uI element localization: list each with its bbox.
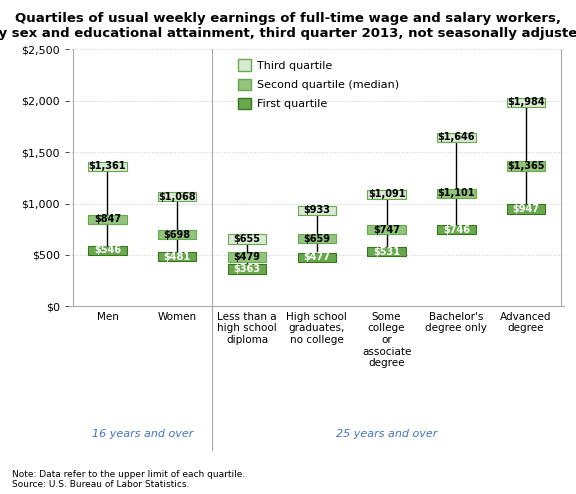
Bar — [298, 252, 336, 262]
Text: $747: $747 — [373, 225, 400, 235]
Text: $1,068: $1,068 — [158, 192, 196, 202]
Bar — [158, 192, 196, 201]
Text: $847: $847 — [94, 214, 121, 224]
Text: 16 years and over: 16 years and over — [92, 429, 193, 439]
Text: $947: $947 — [513, 204, 540, 214]
Bar — [507, 98, 545, 107]
Bar — [228, 252, 266, 262]
Text: $363: $363 — [233, 264, 260, 274]
Text: Note: Data refer to the upper limit of each quartile.
Source: U.S. Bureau of Lab: Note: Data refer to the upper limit of e… — [12, 470, 245, 489]
Text: $1,365: $1,365 — [507, 161, 545, 171]
Text: $481: $481 — [164, 252, 191, 262]
Bar — [298, 206, 336, 215]
Bar — [158, 230, 196, 239]
Text: $1,984: $1,984 — [507, 97, 545, 107]
Text: $531: $531 — [373, 247, 400, 257]
Text: $479: $479 — [233, 252, 260, 262]
Text: $477: $477 — [304, 252, 330, 262]
Text: $746: $746 — [443, 225, 470, 235]
Bar — [507, 205, 545, 213]
Bar — [367, 247, 406, 256]
Bar — [88, 214, 127, 224]
Bar — [367, 190, 406, 199]
Text: 25 years and over: 25 years and over — [336, 429, 437, 439]
Bar — [367, 225, 406, 234]
Text: $933: $933 — [304, 206, 330, 215]
Bar — [437, 132, 476, 142]
Bar — [158, 252, 196, 261]
Bar — [88, 246, 127, 255]
Text: $1,101: $1,101 — [438, 188, 475, 198]
Bar — [437, 225, 476, 234]
Text: $1,091: $1,091 — [368, 189, 406, 199]
Bar — [298, 234, 336, 243]
Legend: Third quartile, Second quartile (median), First quartile: Third quartile, Second quartile (median)… — [233, 55, 403, 114]
Bar — [88, 162, 127, 171]
Text: $698: $698 — [164, 230, 191, 240]
Bar — [507, 162, 545, 170]
Text: $1,646: $1,646 — [438, 132, 475, 142]
Text: $659: $659 — [304, 234, 330, 244]
Bar — [228, 264, 266, 274]
Bar — [437, 189, 476, 198]
Text: $546: $546 — [94, 245, 121, 255]
Text: $655: $655 — [233, 234, 260, 244]
Text: Quartiles of usual weekly earnings of full-time wage and salary workers,
by sex : Quartiles of usual weekly earnings of fu… — [0, 12, 576, 41]
Bar — [228, 234, 266, 244]
Text: $1,361: $1,361 — [89, 162, 126, 171]
